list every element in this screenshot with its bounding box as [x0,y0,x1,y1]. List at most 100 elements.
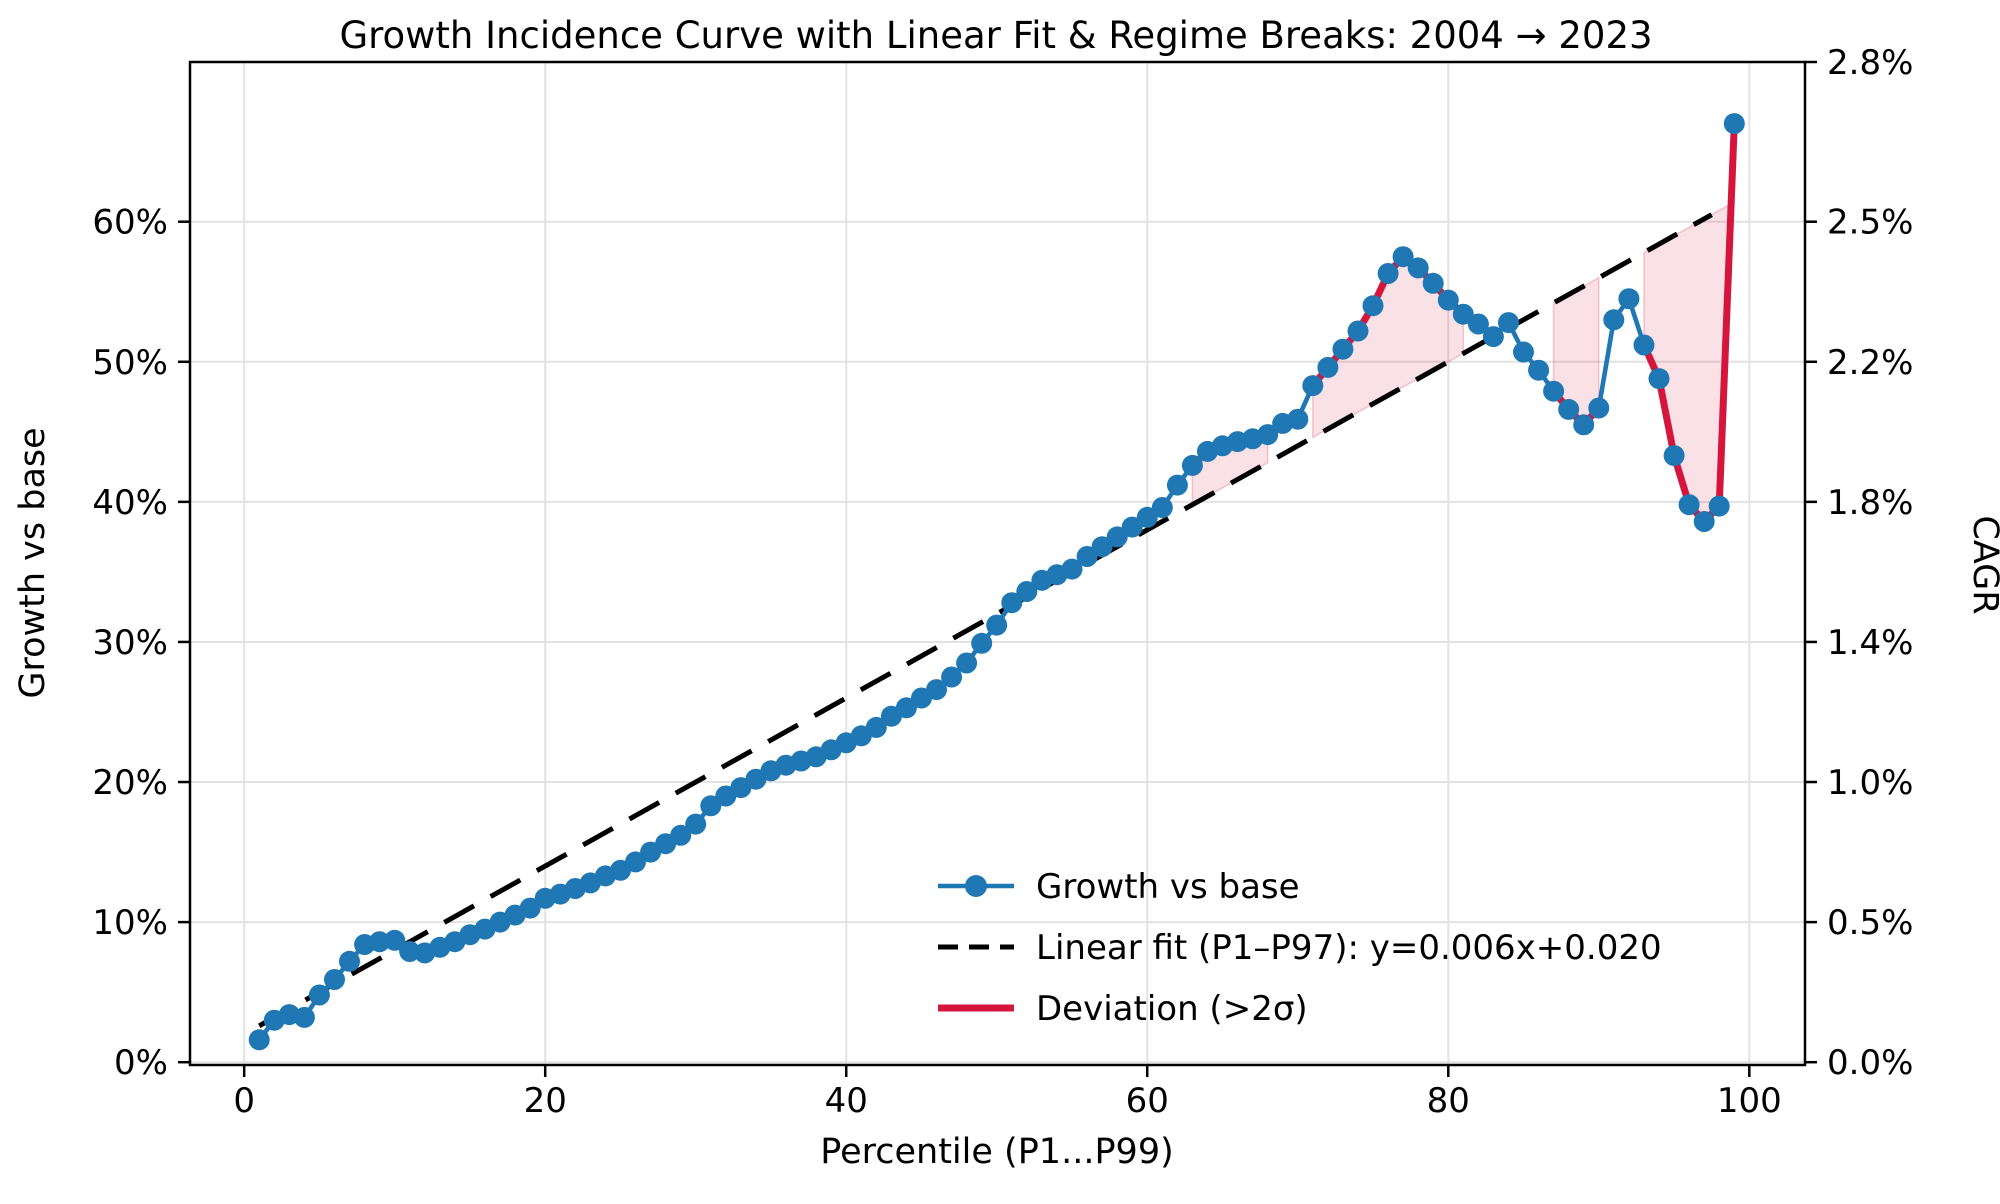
data-point-marker [1106,526,1128,548]
data-point-marker [1136,506,1158,528]
data-point-marker [1618,288,1640,310]
data-point-marker [1181,454,1203,476]
deviation-segment [1550,387,1603,429]
y-tick-label-right: 0.5% [1827,903,1913,943]
data-point-marker [1723,113,1745,135]
data-point-marker [926,679,947,701]
x-tick-label: 40 [825,1081,868,1121]
data-point-marker [670,824,692,846]
data-point-marker [1437,289,1459,311]
data-point-marker [1407,257,1429,279]
data-point-marker [941,666,963,688]
data-point-marker [1287,408,1309,430]
data-point-marker [1091,536,1113,558]
y-tick-label-right: 1.8% [1827,483,1913,523]
y-tick-label-left: 50% [92,343,168,383]
data-point-marker [293,1006,315,1028]
data-point-marker [956,652,978,674]
legend-handle-growth-marker [965,875,987,897]
linear-fit-layer [258,212,1713,1028]
data-point-marker [339,950,360,972]
marker-layer [248,113,1745,1051]
y-tick-label-right: 2.8% [1827,43,1913,83]
data-point-marker [1573,414,1595,436]
legend: Growth vs base Linear fit (P1–P97): y=0.… [938,867,1662,1029]
data-point-marker [1377,263,1399,284]
y-axis-label-right: CAGR [1965,515,2000,614]
data-point-marker [700,795,722,817]
data-point-marker [1302,375,1324,397]
plot-frame [188,60,1807,1067]
data-point-marker [1482,326,1504,348]
data-point-marker [1558,398,1580,420]
data-point-marker [1452,303,1474,325]
data-point-marker [1693,511,1715,532]
x-tick-label: 100 [1717,1081,1782,1121]
data-point-marker [1392,246,1414,268]
data-point-marker [1678,494,1700,516]
data-point-marker [1076,546,1098,567]
legend-label-linear-fit: Linear fit (P1–P97): y=0.006x+0.020 [1036,928,1662,968]
y-tick-label-right: 0.0% [1827,1043,1913,1083]
data-point-marker [1422,272,1444,294]
data-point-marker [1588,397,1610,419]
data-point-marker [1001,592,1023,614]
x-axis-label: Percentile (P1...P99) [820,1132,1174,1172]
data-point-marker [399,941,421,962]
data-point-marker [1633,334,1655,356]
y-axis-label-left: Growth vs base [13,427,53,698]
x-tick-label: 60 [1126,1081,1169,1121]
axes-layer [178,60,1817,1077]
x-tick-label: 80 [1427,1081,1470,1121]
data-point-marker [1467,313,1489,335]
data-point-marker [1166,474,1188,496]
data-point-marker [1603,309,1625,331]
data-point-marker [1317,356,1339,378]
data-point-marker [986,614,1008,636]
x-tick-label: 0 [233,1081,255,1121]
data-point-marker [971,632,993,654]
data-point-marker [1648,368,1670,390]
data-point-marker [1121,516,1143,538]
data-point-marker [685,813,707,835]
y-tick-label-left: 0% [114,1043,168,1083]
data-point-marker [1362,295,1384,317]
y-tick-label-right: 2.2% [1827,343,1913,383]
chart-title: Growth Incidence Curve with Linear Fit &… [339,14,1652,57]
data-point-marker [625,851,646,873]
y-tick-label-right: 2.5% [1827,203,1913,243]
data-point-marker [1663,445,1685,467]
y-tick-label-right: 1.4% [1827,623,1913,663]
legend-label-deviation: Deviation (>2σ) [1036,989,1308,1029]
y-tick-label-left: 40% [92,483,168,523]
y-tick-label-left: 60% [92,203,168,243]
data-point-marker [1151,497,1173,518]
y-tick-label-left: 20% [92,763,168,803]
x-tick-label: 20 [524,1081,567,1121]
data-point-marker [1513,341,1534,363]
data-point-marker [1347,320,1369,342]
data-point-marker [1498,312,1519,334]
data-point-marker [895,697,917,719]
data-point-marker [519,897,541,919]
data-point-marker [1016,581,1038,602]
data-point-marker [324,969,345,990]
data-point-marker [369,931,391,953]
data-point-marker [248,1029,270,1051]
data-point-marker [1332,338,1354,360]
y-tick-label-left: 10% [92,903,168,943]
legend-label-growth: Growth vs base [1036,867,1300,907]
data-point-marker [1061,558,1083,580]
linear-fit-line [258,212,1713,1028]
data-point-marker [308,984,330,1006]
data-point-marker [865,716,887,738]
data-point-marker [1708,495,1730,517]
data-point-marker [1543,380,1565,402]
grid-layer [190,62,1805,1065]
data-point-marker [1257,424,1279,446]
data-point-marker [384,929,406,951]
legend-handles [938,875,1014,1012]
